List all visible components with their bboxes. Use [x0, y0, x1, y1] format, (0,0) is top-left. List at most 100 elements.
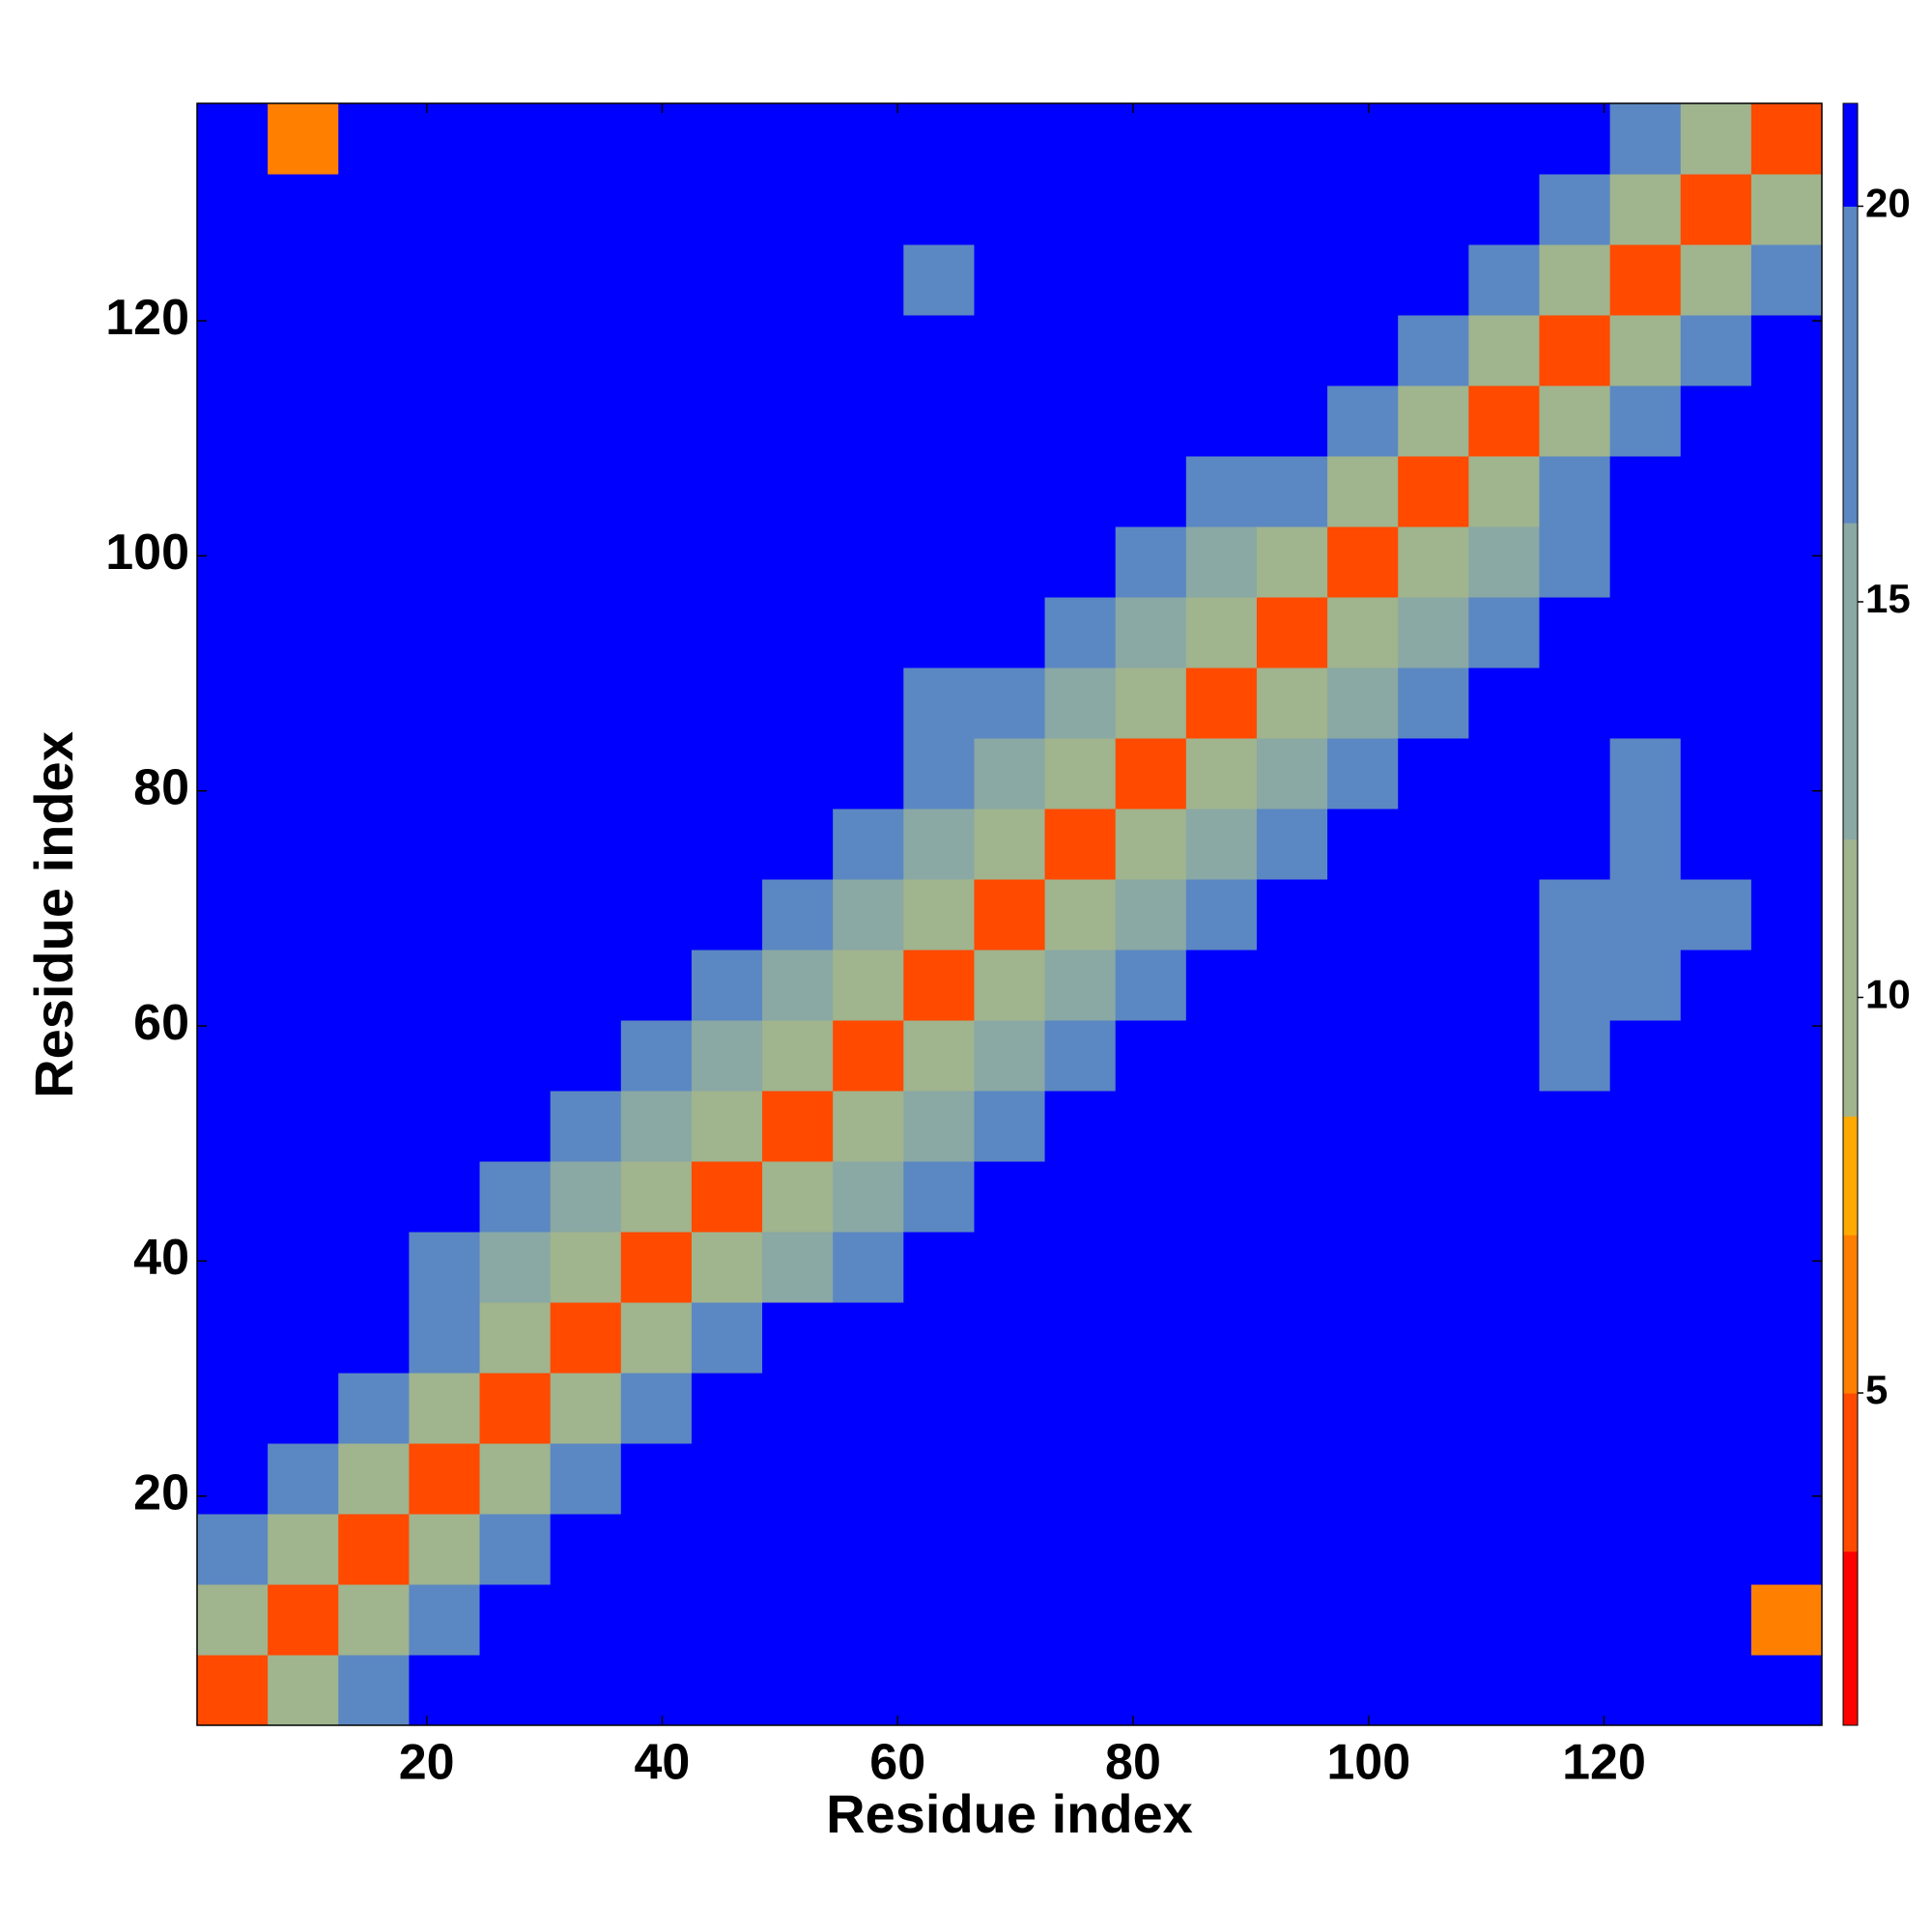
heatmap-cell — [1539, 879, 1611, 951]
heatmap-cell — [620, 456, 693, 527]
heatmap-cell — [620, 738, 693, 810]
heatmap-cell — [1115, 456, 1187, 527]
heatmap-cell — [1680, 809, 1752, 880]
heatmap-cell — [1750, 1443, 1823, 1515]
heatmap-cell — [338, 1514, 410, 1585]
heatmap-cell — [1468, 526, 1540, 598]
heatmap-cell — [409, 809, 481, 880]
heatmap-cell — [1750, 950, 1823, 1021]
heatmap-cell — [903, 738, 975, 810]
heatmap-cell — [1539, 1232, 1611, 1303]
heatmap-cell — [1256, 809, 1328, 880]
heatmap-cell — [479, 1020, 552, 1092]
heatmap-cell — [338, 1655, 410, 1726]
heatmap-cell — [1327, 1232, 1399, 1303]
heatmap-cell — [620, 1373, 693, 1444]
heatmap-cell — [1750, 1232, 1823, 1303]
heatmap-cell — [1680, 526, 1752, 598]
heatmap-cell — [268, 738, 339, 810]
heatmap-cell — [1609, 879, 1682, 951]
heatmap-cell — [268, 809, 339, 880]
heatmap-cell — [903, 456, 975, 527]
heatmap-cell — [1115, 385, 1187, 457]
heatmap-cell — [903, 1584, 975, 1656]
heatmap-cell — [1539, 103, 1611, 175]
heatmap-cell — [550, 456, 622, 527]
heatmap-cell — [620, 1091, 693, 1162]
heatmap-cell — [338, 174, 410, 245]
heatmap-cell — [974, 315, 1046, 386]
heatmap-cell — [1185, 385, 1258, 457]
heatmap-cell — [903, 103, 975, 175]
heatmap-cell — [479, 1514, 552, 1585]
heatmap-cell — [1044, 879, 1117, 951]
heatmap-cell — [762, 1020, 834, 1092]
heatmap-cell — [1398, 879, 1469, 951]
heatmap-cell — [1256, 1655, 1328, 1726]
heatmap-cell — [268, 1302, 339, 1374]
heatmap-cell — [1398, 1232, 1469, 1303]
heatmap-cell — [1185, 738, 1258, 810]
heatmap-cell — [1044, 1020, 1117, 1092]
heatmap-cell — [1327, 950, 1399, 1021]
heatmap-cell — [620, 809, 693, 880]
heatmap-cell — [762, 1443, 834, 1515]
heatmap-cell — [1044, 1302, 1117, 1374]
colorbar-band — [1843, 103, 1858, 207]
heatmap-cell — [1398, 1161, 1469, 1233]
heatmap-cell — [620, 1232, 693, 1303]
heatmap-cell — [197, 244, 269, 316]
heatmap-cell — [1680, 244, 1752, 316]
heatmap-cell — [268, 385, 339, 457]
heatmap-cell — [1327, 456, 1399, 527]
heatmap-cell — [1750, 526, 1823, 598]
heatmap-cell — [1115, 1020, 1187, 1092]
heatmap-cell — [338, 1584, 410, 1656]
heatmap-cell — [338, 315, 410, 386]
heatmap-cell — [409, 103, 481, 175]
heatmap-cell — [268, 1373, 339, 1444]
heatmap-cell — [338, 1373, 410, 1444]
heatmap-cell — [1750, 1020, 1823, 1092]
heatmap-cell — [1115, 526, 1187, 598]
heatmap-cell — [1044, 1655, 1117, 1726]
heatmap-cell — [550, 950, 622, 1021]
heatmap-cell — [620, 597, 693, 668]
heatmap-cell — [1398, 1655, 1469, 1726]
heatmap-cell — [1539, 1020, 1611, 1092]
heatmap-cell — [1327, 1514, 1399, 1585]
heatmap-cell — [1185, 315, 1258, 386]
heatmap-cell — [1468, 879, 1540, 951]
heatmap-cell — [550, 244, 622, 316]
heatmap-cell — [1468, 597, 1540, 668]
heatmap-cell — [1750, 456, 1823, 527]
heatmap-cell — [620, 950, 693, 1021]
heatmap-cell — [691, 809, 763, 880]
heatmap-cell — [1044, 244, 1117, 316]
heatmap-cell — [1539, 738, 1611, 810]
heatmap-cell — [1185, 244, 1258, 316]
heatmap-cell — [620, 1514, 693, 1585]
heatmap-cell — [1468, 174, 1540, 245]
heatmap-cell — [409, 1655, 481, 1726]
heatmap-cell — [1327, 315, 1399, 386]
heatmap-cell — [1115, 103, 1187, 175]
heatmap-cell — [479, 1161, 552, 1233]
heatmap-cell — [691, 1091, 763, 1162]
heatmap-cell — [833, 1655, 904, 1726]
heatmap-cell — [1750, 1584, 1823, 1656]
heatmap-cell — [1115, 1373, 1187, 1444]
colorbar-band — [1843, 1550, 1858, 1726]
heatmap-cell — [1609, 597, 1682, 668]
heatmap-cell — [409, 668, 481, 739]
heatmap-cell — [1115, 597, 1187, 668]
heatmap-cell — [903, 174, 975, 245]
heatmap-cell — [1680, 1514, 1752, 1585]
heatmap-cell — [550, 738, 622, 810]
heatmap-cell — [974, 809, 1046, 880]
heatmap-cell — [479, 879, 552, 951]
heatmap-cell — [1609, 1232, 1682, 1303]
heatmap-cell — [1044, 1161, 1117, 1233]
heatmap-cell — [1256, 950, 1328, 1021]
heatmap-cell — [1609, 1584, 1682, 1656]
